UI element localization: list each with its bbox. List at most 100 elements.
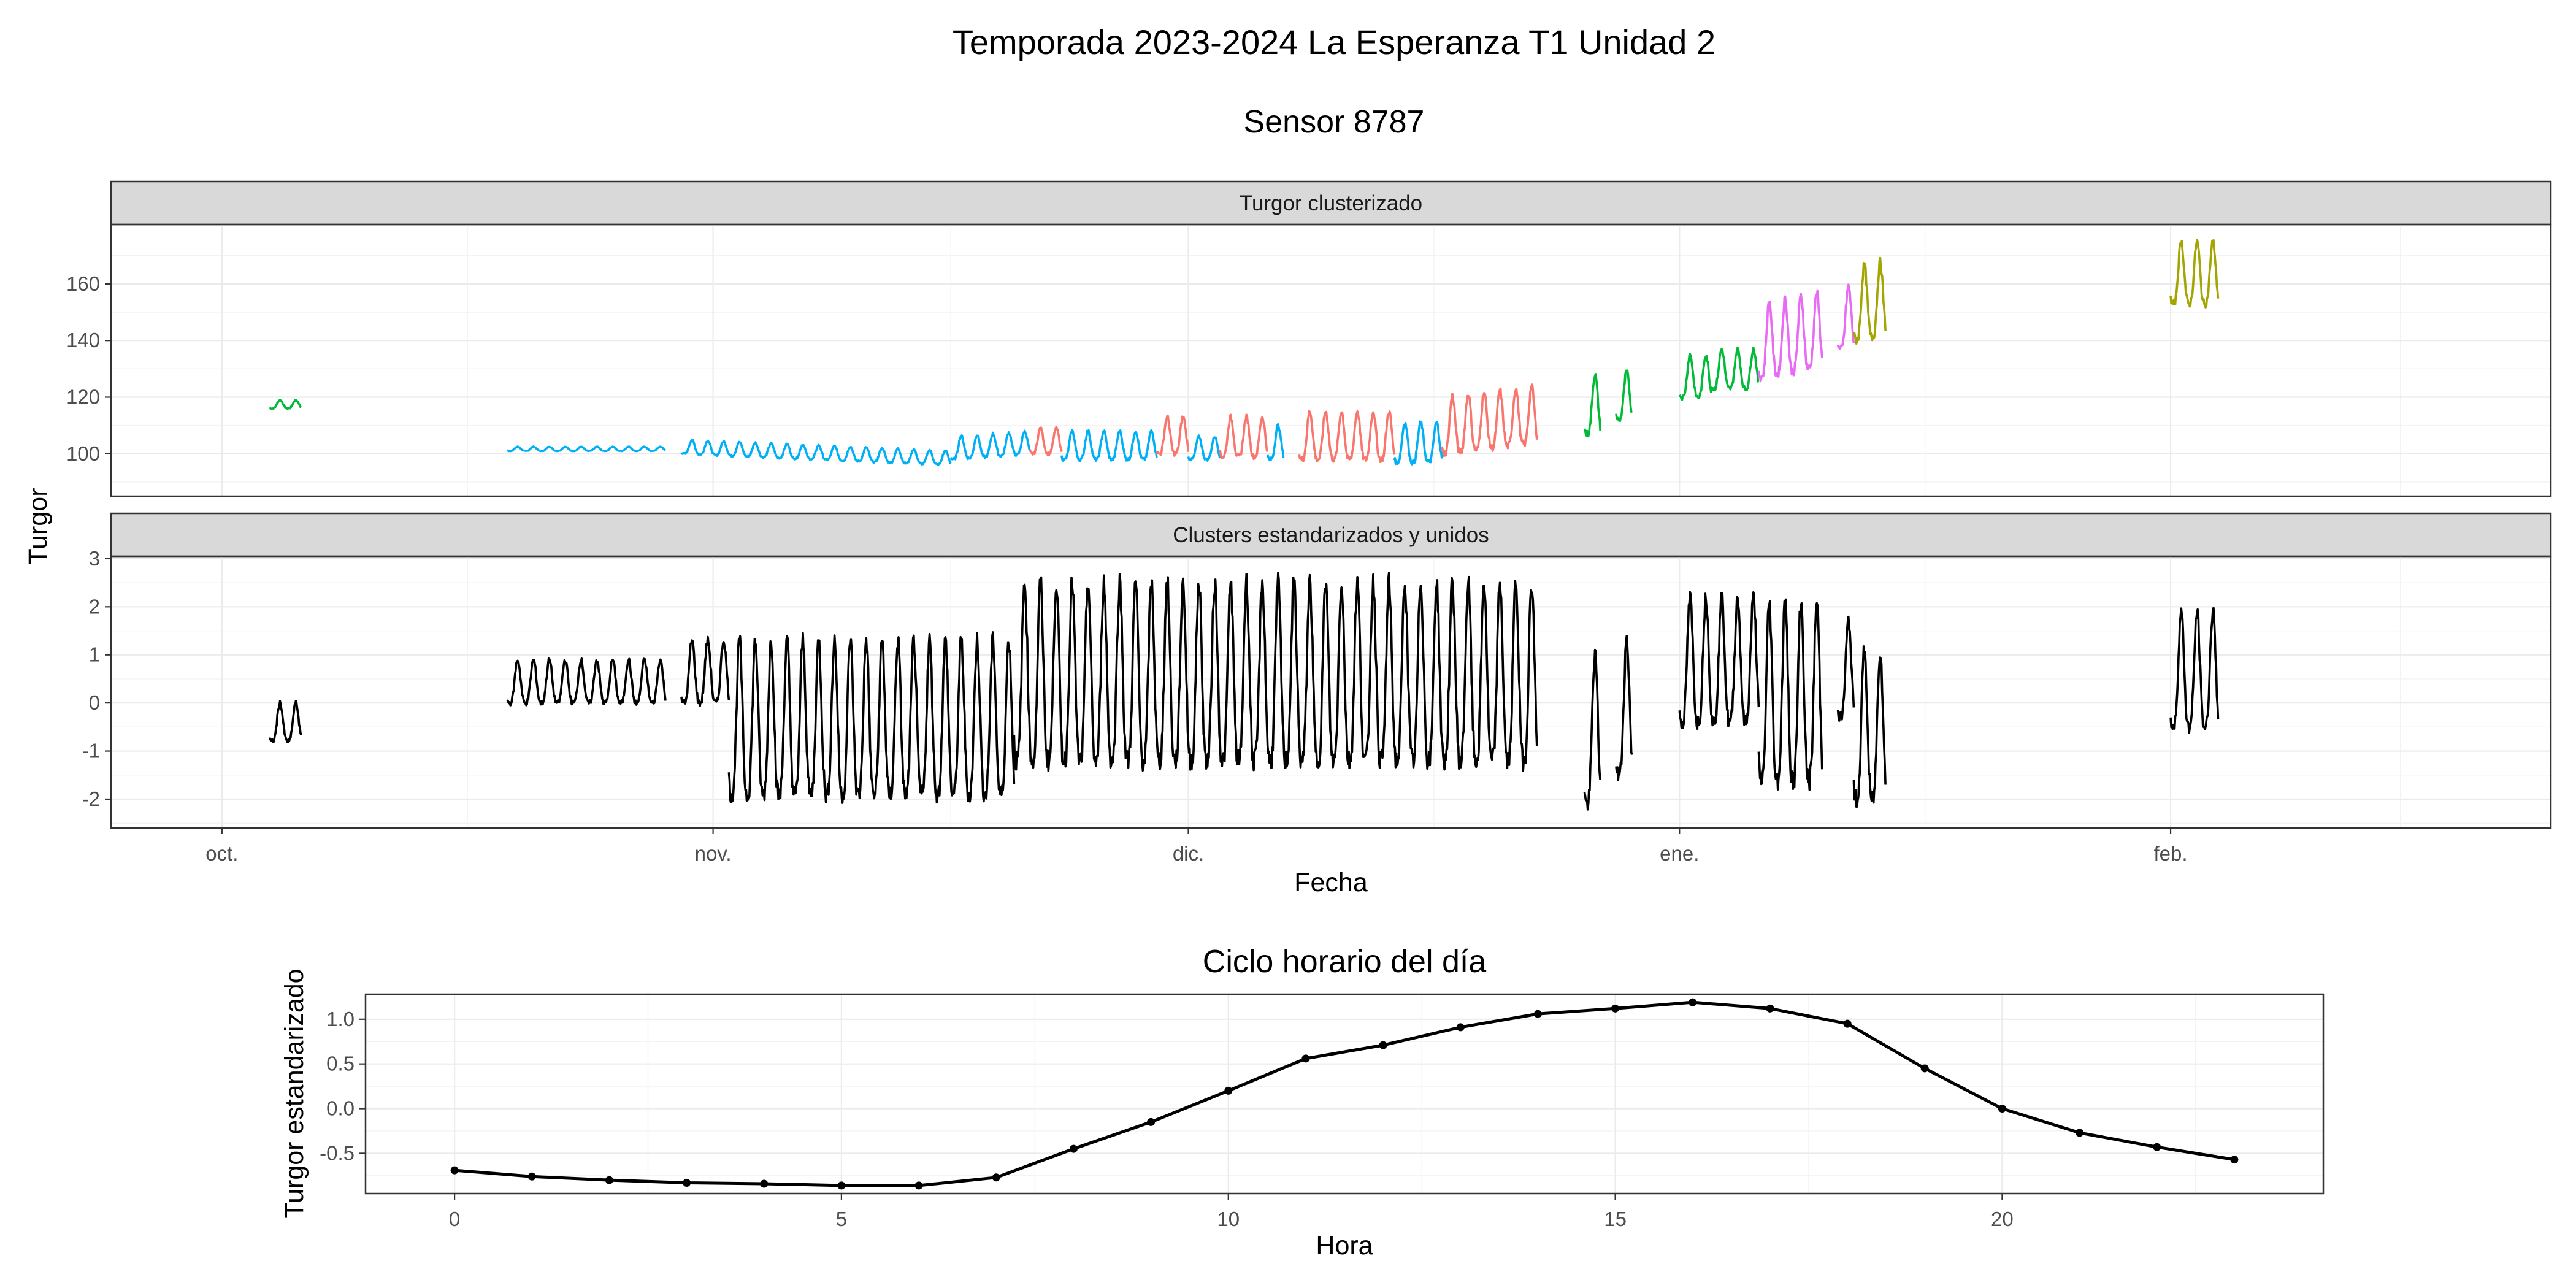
hourly-point-9: [1147, 1117, 1156, 1126]
x-tick-label-feb: feb.: [2154, 842, 2188, 865]
hourly-point-12: [1379, 1041, 1387, 1049]
grid-estandarizados: [111, 556, 2551, 828]
hourly-point-8: [1069, 1144, 1078, 1153]
series-segment-estandarizados-4: [1013, 571, 1538, 772]
hourly-point-21: [2076, 1129, 2084, 1137]
series-segment-estandarizados-6: [1615, 635, 1633, 781]
facet-title-turgor: Turgor clusterizado: [1240, 191, 1422, 215]
x-tick-label-hora-5: 5: [836, 1208, 847, 1230]
hourly-point-6: [914, 1181, 923, 1190]
series-segment-turgor-10: [1298, 410, 1396, 464]
facet-strip-estandarizados: [110, 512, 2552, 558]
series-hourly-cycle: [450, 998, 2239, 1190]
y-tick-label-turgor-100: 100: [66, 442, 100, 465]
x-axis-fecha: oct. nov. dic. ene. feb.: [205, 828, 2188, 865]
hourly-point-5: [837, 1181, 846, 1190]
series-segment-turgor-13: [1583, 372, 1601, 438]
series-segment-turgor-20: [2169, 239, 2220, 309]
hourly-point-0: [450, 1166, 459, 1175]
x-tick-label-nov: nov.: [695, 842, 732, 865]
y-tick-label-turgor-140: 140: [66, 329, 100, 351]
y-tick-label-hourly-0-5: -0.5: [320, 1141, 355, 1164]
series-turgor-clusterizado: [269, 239, 2220, 467]
panel-border-hourly: [364, 993, 2325, 1195]
y-tick-label-hourly-1: 1.0: [326, 1008, 355, 1030]
y-axis-title-turgor-estandarizado: Turgor estandarizado: [280, 968, 309, 1218]
y-axis-estandarizados: -2 -1 0 1 2 3: [82, 547, 111, 810]
series-segment-turgor-5: [1060, 429, 1158, 462]
series-segment-turgor-12: [1441, 383, 1538, 458]
x-axis-hourly: 0 5 10 15 20: [449, 1194, 2014, 1230]
series-clusters-estandarizados: [268, 571, 2220, 811]
series-segment-turgor-16: [1710, 346, 1760, 392]
panel-border-estandarizados: [110, 555, 2552, 829]
series-segment-estandarizados-5: [1583, 648, 1601, 811]
series-segment-estandarizados-3: [727, 631, 1016, 804]
x-axis-title-fecha: Fecha: [1294, 868, 1368, 897]
x-axis-title-hora: Hora: [1316, 1231, 1373, 1260]
series-segment-estandarizados-1: [506, 657, 667, 707]
facet-title-estandarizados: Clusters estandarizados y unidos: [1173, 523, 1489, 547]
y-axis-turgor: 100 120 140 160: [66, 272, 111, 465]
series-segment-turgor-18: [1836, 283, 1855, 350]
hourly-point-11: [1301, 1054, 1310, 1063]
x-tick-label-oct: oct.: [205, 842, 238, 865]
series-segment-estandarizados-2: [680, 635, 730, 707]
hourly-point-7: [992, 1173, 1000, 1182]
hourly-point-16: [1689, 998, 1697, 1006]
series-segment-turgor-19: [1853, 256, 1887, 345]
facet-strip-turgor: [110, 180, 2552, 226]
y-axis-title-turgor: Turgor: [23, 488, 53, 564]
series-segment-turgor-17: [1757, 289, 1823, 383]
y-tick-label-estandarizados-0: 0: [89, 691, 100, 714]
hourly-point-22: [2153, 1143, 2161, 1151]
x-tick-label-hora-20: 20: [1991, 1208, 2014, 1230]
series-segment-turgor-0: [269, 398, 302, 410]
hourly-point-14: [1533, 1010, 1542, 1018]
y-tick-label-estandarizados-3: 3: [89, 547, 100, 570]
hourly-point-2: [605, 1176, 613, 1184]
series-segment-turgor-1: [507, 445, 667, 453]
hourly-point-23: [2230, 1156, 2239, 1164]
hourly-point-10: [1224, 1086, 1233, 1095]
main-title: Temporada 2023-2024 La Esperanza T1 Unid…: [953, 23, 1715, 61]
series-segment-estandarizados-10: [1852, 645, 1887, 808]
series-segment-turgor-4: [1029, 425, 1063, 456]
x-tick-label-hora-10: 10: [1217, 1208, 1240, 1230]
hourly-point-1: [527, 1172, 536, 1181]
facet-panel-turgor: Turgor clusterizado 100 120 140 160: [66, 180, 2552, 497]
hourly-point-3: [683, 1179, 691, 1187]
series-segment-turgor-11: [1393, 420, 1443, 466]
hourly-point-13: [1456, 1023, 1465, 1032]
hourly-point-18: [1843, 1019, 1852, 1028]
hourly-panel: -0.5 0.0 0.5 1.0 0 5 10 15 20: [320, 993, 2325, 1230]
hourly-point-15: [1611, 1004, 1620, 1013]
y-tick-label-estandarizados-2: -2: [82, 788, 100, 810]
x-tick-label-dic: dic.: [1173, 842, 1204, 865]
series-segment-turgor-14: [1615, 369, 1633, 423]
x-tick-label-hora-15: 15: [1604, 1208, 1627, 1230]
y-tick-label-estandarizados-1: -1: [82, 740, 100, 762]
y-tick-label-estandarizados-1: 1: [89, 643, 100, 666]
y-tick-label-hourly-0: 0.0: [326, 1097, 355, 1120]
series-segment-estandarizados-9: [1836, 615, 1855, 722]
series-segment-turgor-7: [1187, 434, 1221, 462]
hourly-point-20: [1998, 1105, 2006, 1113]
series-segment-turgor-2: [680, 438, 952, 467]
grid-hourly: [366, 994, 2323, 1194]
hourly-point-4: [760, 1179, 769, 1188]
panel-border-turgor: [110, 223, 2552, 497]
y-tick-label-estandarizados-2: 2: [89, 595, 100, 618]
x-tick-label-ene: ene.: [1660, 842, 1699, 865]
series-segment-estandarizados-7: [1678, 591, 1760, 730]
y-tick-label-hourly-0-5: 0.5: [326, 1052, 355, 1075]
grid-turgor: [111, 224, 2551, 496]
series-segment-estandarizados-11: [2169, 607, 2220, 734]
hourly-point-19: [1920, 1064, 1929, 1073]
series-segment-turgor-8: [1219, 413, 1268, 461]
sensor-subtitle: Sensor 8787: [1244, 104, 1425, 140]
series-segment-turgor-6: [1156, 415, 1190, 458]
series-segment-turgor-3: [949, 429, 1031, 461]
series-segment-estandarizados-0: [268, 699, 302, 743]
